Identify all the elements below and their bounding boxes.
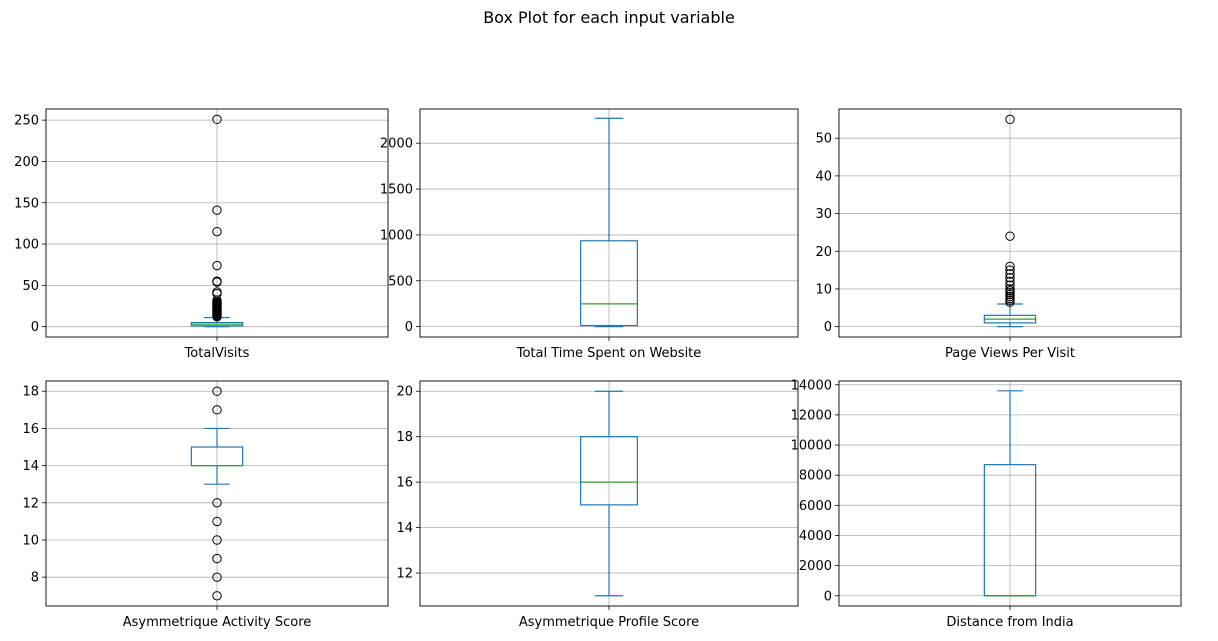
y-tick-label: 0 <box>31 320 39 335</box>
x-tick-label: Distance from India <box>946 615 1073 630</box>
axes-frame <box>419 380 799 607</box>
y-tick-label: 250 <box>14 114 39 129</box>
axes-frame <box>838 380 1182 607</box>
outlier-point <box>212 535 222 545</box>
outlier-point <box>212 553 222 564</box>
y-tick-label: 14000 <box>791 378 832 393</box>
outlier-point <box>212 572 222 582</box>
y-tick-label: 0 <box>824 320 832 335</box>
subplot-2: 0 500 1000 1500 2000 Total Time Spent on Webs… <box>380 108 799 361</box>
y-tick-label: 40 <box>815 169 832 184</box>
outlier-point <box>212 498 222 508</box>
y-tick-label: 0 <box>405 320 413 335</box>
y-tick-label: 1500 <box>380 183 413 198</box>
x-tick-label: Total Time Spent on Website <box>516 346 702 361</box>
subplot-6: 0 2000 4000 6000 8000 10000 12000 14000 Distance… <box>791 378 1182 630</box>
x-tick-label: Asymmetrique Profile Score <box>519 615 699 630</box>
outlier-point <box>212 287 222 297</box>
y-tick-label: 12 <box>22 496 39 511</box>
subplot-5: 12 14 16 18 20 Asymmetrique Profile Score <box>396 380 799 630</box>
y-tick-label: 1000 <box>380 228 413 243</box>
outlier-point <box>1005 261 1015 272</box>
y-tick-label: 8 <box>31 571 39 586</box>
y-tick-label: 14 <box>396 521 413 536</box>
y-tick-label: 20 <box>815 245 832 260</box>
box <box>580 436 638 506</box>
y-tick-label: 200 <box>14 155 39 170</box>
outlier-point <box>212 386 222 396</box>
y-tick-label: 30 <box>815 207 832 222</box>
y-tick-label: 10000 <box>791 439 832 454</box>
subplot-1: 0 50 100 150 200 250 TotalVisits <box>14 108 389 361</box>
y-tick-label: 2000 <box>799 559 832 574</box>
outlier-point <box>212 276 222 286</box>
outlier-point <box>1005 280 1015 290</box>
outlier-point <box>1005 269 1015 279</box>
y-tick-label: 10 <box>22 533 39 548</box>
y-tick-label: 8000 <box>799 469 832 484</box>
y-tick-label: 100 <box>14 238 39 253</box>
y-tick-label: 14 <box>22 459 39 474</box>
subplot-3: 0 10 20 30 40 50 Page Views Per Visit <box>815 108 1182 361</box>
y-tick-label: 150 <box>14 196 39 211</box>
outlier-point <box>212 591 222 601</box>
y-tick-label: 500 <box>388 274 413 289</box>
x-tick-label: TotalVisits <box>184 346 250 361</box>
y-tick-label: 18 <box>396 430 413 445</box>
y-tick-label: 18 <box>22 385 39 400</box>
figure-title: Box Plot for each input variable <box>483 8 735 27</box>
y-tick-label: 20 <box>396 385 413 400</box>
axes-frame <box>45 108 389 338</box>
outlier-point <box>212 226 222 237</box>
outlier-point <box>212 405 222 415</box>
outlier-point <box>212 516 222 527</box>
y-tick-label: 2000 <box>380 137 413 152</box>
y-tick-label: 16 <box>396 476 413 491</box>
outlier-point <box>1005 231 1015 241</box>
x-tick-label: Page Views Per Visit <box>945 346 1075 361</box>
axes-frame <box>45 380 389 607</box>
outlier-point <box>212 260 222 271</box>
outlier-point <box>212 205 222 215</box>
outlier-point <box>1005 114 1015 125</box>
outlier-point <box>1005 284 1015 294</box>
y-tick-label: 12 <box>396 567 413 582</box>
y-tick-label: 50 <box>22 279 39 294</box>
x-tick-label: Asymmetrique Activity Score <box>123 615 312 630</box>
y-tick-label: 4000 <box>799 529 832 544</box>
outlier-point <box>1005 272 1015 283</box>
outlier-point <box>1005 265 1015 275</box>
y-tick-label: 50 <box>815 132 832 147</box>
y-tick-label: 16 <box>22 422 39 437</box>
outlier-point <box>212 114 222 125</box>
axes-frame <box>419 108 799 338</box>
axes-frame <box>838 108 1182 338</box>
y-tick-label: 0 <box>824 589 832 604</box>
subplot-4: 8 10 12 14 16 18 Asymmetrique Activity Score <box>22 380 389 630</box>
y-tick-label: 12000 <box>791 408 832 423</box>
outlier-point <box>1005 276 1015 287</box>
box <box>580 240 638 327</box>
y-tick-label: 10 <box>815 282 832 297</box>
y-tick-label: 6000 <box>799 499 832 514</box>
